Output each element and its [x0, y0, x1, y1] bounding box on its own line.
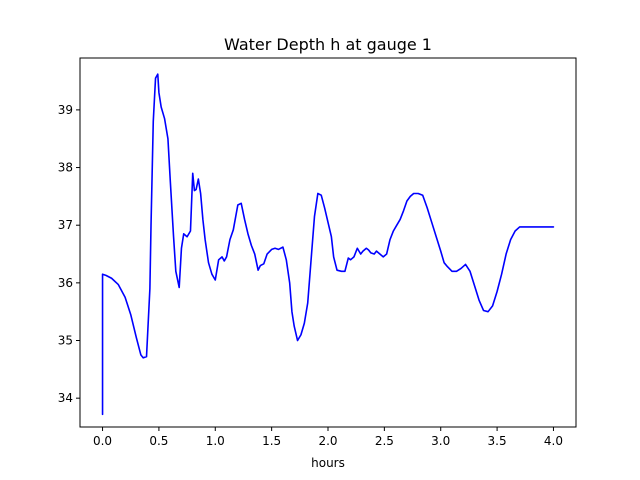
y-tick-label: 39 — [58, 103, 73, 117]
y-tick-label: 38 — [58, 161, 73, 175]
x-tick-label: 0.0 — [93, 434, 112, 448]
chart-title: Water Depth h at gauge 1 — [224, 35, 432, 54]
x-tick-label: 3.0 — [431, 434, 450, 448]
x-axis-label: hours — [311, 456, 345, 470]
y-tick-label: 34 — [58, 391, 73, 405]
x-tick-label: 1.5 — [262, 434, 281, 448]
x-tick-label: 4.0 — [544, 434, 563, 448]
series-line-water-depth — [101, 73, 555, 416]
x-tick-label: 2.0 — [318, 434, 337, 448]
y-tick-label: 37 — [58, 218, 73, 232]
x-axis: 0.0 0.5 1.0 1.5 2.0 2.5 3.0 3.5 4.0 — [93, 427, 563, 448]
x-tick-label: 3.5 — [488, 434, 507, 448]
x-tick-label: 0.5 — [149, 434, 168, 448]
y-tick-label: 35 — [58, 334, 73, 348]
plot-area — [79, 57, 577, 428]
y-axis: 34 35 36 37 38 39 — [58, 103, 80, 405]
x-tick-label: 2.5 — [375, 434, 394, 448]
y-tick-label: 36 — [58, 276, 73, 290]
x-tick-label: 1.0 — [206, 434, 225, 448]
